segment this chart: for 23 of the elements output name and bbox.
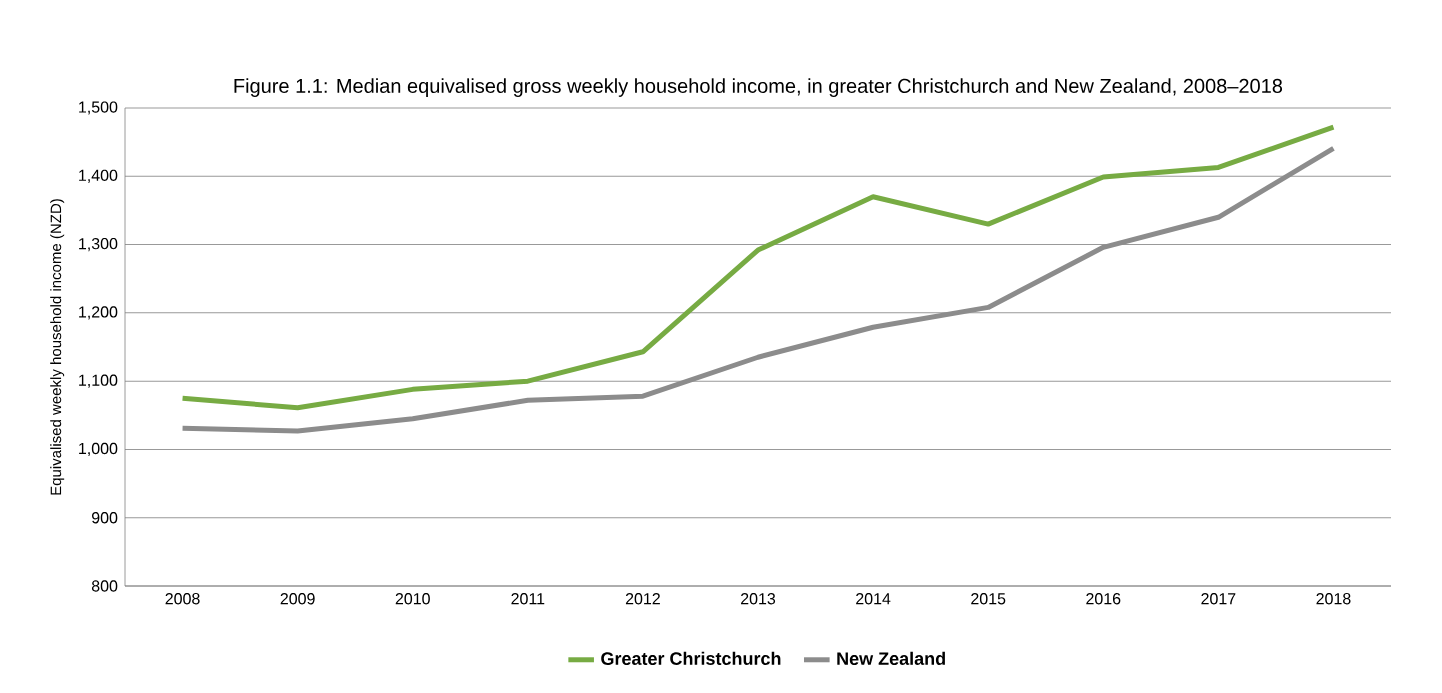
x-tick-label: 2015: [971, 593, 1006, 605]
y-axis-title: Equivalised weekly household income (NZD): [50, 199, 65, 495]
x-tick-label: 2017: [1201, 593, 1236, 605]
y-tick-label: 900: [92, 512, 118, 524]
x-tick-label: 2018: [1316, 593, 1351, 605]
x-tick-label: 2012: [625, 593, 660, 605]
y-tick-label: 1,000: [79, 442, 118, 457]
legend-label: Greater Christchurch: [601, 651, 781, 665]
y-tick-label: 1,400: [79, 169, 118, 183]
chart-title: Figure 1.1: Median equivalised gross weekly household income, in greater Christchurch and New Zealand, 2008–2018: [234, 78, 1283, 97]
x-tick-label: 2016: [1086, 593, 1121, 605]
x-tick-label: 2008: [165, 593, 200, 605]
y-tick-label: 1,100: [79, 374, 118, 388]
y-tick-label: 800: [91, 580, 118, 592]
x-tick-label: 2009: [280, 593, 315, 605]
legend-label: New Zealand: [837, 651, 945, 665]
x-tick-label: 2010: [395, 593, 430, 605]
y-tick-label: 1,300: [79, 237, 118, 252]
x-tick-label: 2013: [741, 593, 776, 605]
y-tick-label: 1,500: [79, 101, 118, 115]
y-tick-label: 1,200: [79, 306, 118, 320]
x-tick-label: 2011: [511, 593, 545, 605]
x-tick-label: 2014: [856, 593, 891, 605]
